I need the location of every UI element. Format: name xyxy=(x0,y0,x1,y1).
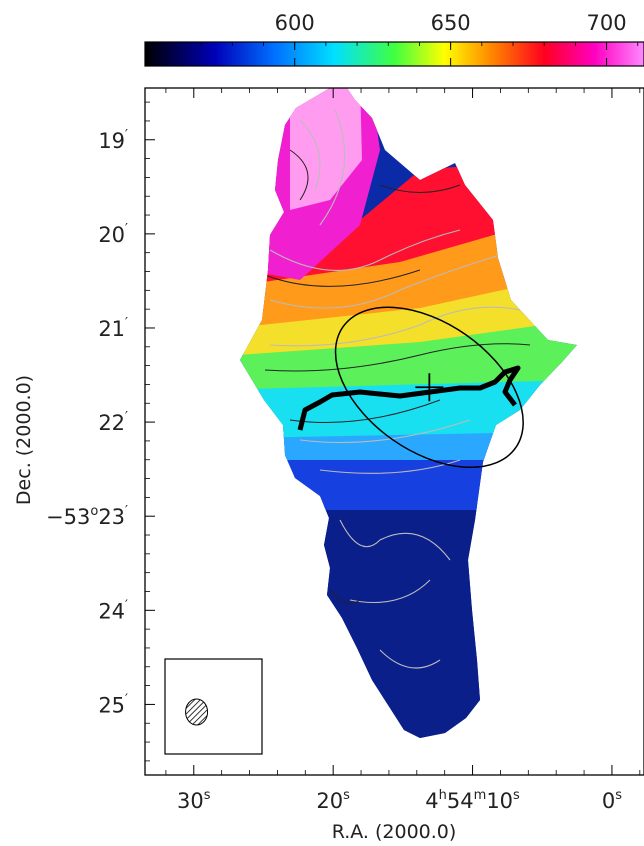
y-tick-label: 19′ xyxy=(98,128,128,153)
beam-shape xyxy=(185,698,209,726)
y-tick-label: 24′ xyxy=(98,598,128,623)
colorbar-tick-label: 650 xyxy=(431,11,471,35)
x-tick-label: 0s xyxy=(602,788,622,813)
colorbar-gradient xyxy=(144,41,644,67)
x-tick-label: 30s xyxy=(177,788,211,813)
colorbar-tick-label: 700 xyxy=(587,11,627,35)
y-tick-label: 22′ xyxy=(98,410,128,435)
y-axis-ticks: 19′ 20′ 21′ 22′ −53o23′ 24′ 25′ xyxy=(46,101,155,762)
x-tick-label: 20s xyxy=(316,788,350,813)
tilted-ring-ellipse xyxy=(334,306,524,469)
y-tick-label: 20′ xyxy=(98,222,128,247)
y-axis-label: Dec. (2000.0) xyxy=(13,375,35,505)
y-tick-label: 25′ xyxy=(98,692,128,717)
isovelocity-contours xyxy=(269,109,521,669)
x-axis-ticks: 30s 20s 4h54m10s 0s xyxy=(165,88,641,813)
x-tick-label: 4h54m10s xyxy=(425,788,520,813)
colorbar: 600 650 700 xyxy=(144,11,644,67)
isovelocity-contours-dark xyxy=(264,149,531,604)
x-axis-label: R.A. (2000.0) xyxy=(332,821,457,843)
band-blue xyxy=(240,455,577,510)
overlays xyxy=(334,306,524,469)
colorbar-ticks: 600 650 700 xyxy=(200,11,639,66)
y-tick-label: 21′ xyxy=(98,316,128,341)
y-tick-label: −53o23′ xyxy=(46,504,128,529)
beam-box xyxy=(164,658,263,755)
beam-ellipse xyxy=(185,698,209,726)
velocity-map xyxy=(240,88,577,738)
systemic-velocity-contour xyxy=(297,365,521,431)
colorbar-tick-label: 600 xyxy=(275,11,315,35)
plot-frame xyxy=(144,87,644,776)
